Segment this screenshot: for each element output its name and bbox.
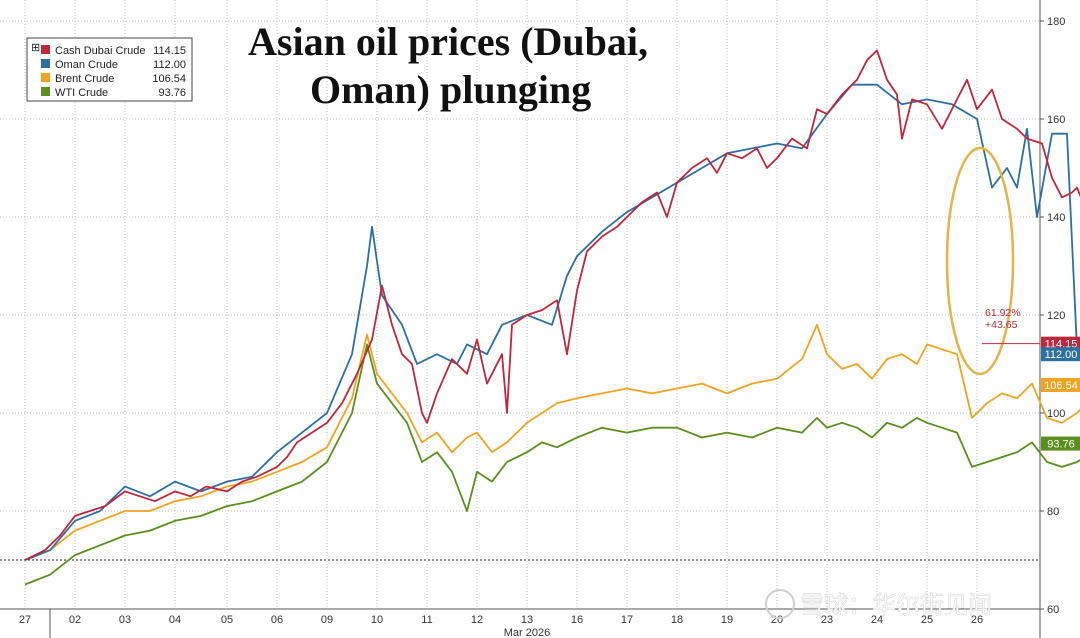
legend-series-name: Brent Crude — [55, 73, 114, 85]
x-tick-label: 27 — [19, 614, 31, 626]
last-value-tag: 106.54 — [1041, 377, 1080, 392]
x-tick-label: 06 — [271, 614, 283, 626]
legend-series-name: WTI Crude — [55, 87, 108, 99]
x-tick-label: 18 — [671, 614, 683, 626]
watermark-logo-icon — [765, 589, 795, 619]
y-tick-label: 60 — [1047, 604, 1059, 616]
y-tick-label: 120 — [1047, 310, 1065, 322]
highlight-ellipse — [945, 146, 1015, 376]
legend-swatch — [41, 59, 50, 68]
legend-swatch — [41, 87, 50, 96]
legend-swatch — [41, 45, 50, 54]
y-tick-label: 160 — [1047, 114, 1065, 126]
x-tick-label: 12 — [471, 614, 483, 626]
chart-decorations: 61.92%+43.65 — [945, 146, 1040, 376]
series-line-oman-crude — [24, 83, 1080, 561]
last-value-tag: 93.76 — [1041, 436, 1080, 451]
x-tick-label: 10 — [371, 614, 383, 626]
x-tick-label: 11 — [421, 614, 432, 626]
y-tick-label: 180 — [1047, 16, 1065, 28]
title-line: Oman) plunging — [310, 67, 591, 112]
y-tick-label: 140 — [1047, 212, 1065, 224]
x-tick-label: 25 — [921, 614, 933, 626]
x-tick-label: 19 — [721, 614, 733, 626]
annotation-text: 61.92% — [985, 307, 1021, 319]
x-tick-label: 13 — [521, 614, 533, 626]
tag-value: 106.54 — [1044, 380, 1078, 392]
series-line-brent-crude — [24, 323, 1080, 561]
annotation-text: +43.65 — [985, 319, 1018, 331]
x-tick-label: 05 — [221, 614, 233, 626]
tag-background — [1041, 377, 1080, 392]
x-tick-label: 26 — [971, 614, 983, 626]
tag-value: 112.00 — [1045, 349, 1078, 361]
tag-background — [1041, 336, 1080, 351]
series-line-cash-dubai-crude — [24, 49, 1080, 561]
legend-series-value: 112.00 — [153, 59, 186, 71]
x-tick-label: 04 — [169, 614, 181, 626]
tag-background — [1041, 436, 1080, 451]
y-tick-label: 80 — [1047, 506, 1059, 518]
x-tick-label: 03 — [119, 614, 131, 626]
legend: ⊞ Cash Dubai Crude 114.15 Oman Crude 112.00 B… — [26, 37, 193, 102]
series-lines — [24, 49, 1080, 586]
tag-background — [1041, 347, 1080, 362]
series-line-wti-crude — [24, 343, 1080, 586]
legend-series-value: 114.15 — [153, 45, 186, 57]
y-tick-label: 100 — [1047, 408, 1065, 420]
x-tick-label: 23 — [821, 614, 833, 626]
x-tick-label: 16 — [571, 614, 583, 626]
y-axis-ticks: 60 80 100 120 140 160 180 — [1040, 16, 1065, 616]
legend-swatch — [41, 73, 50, 82]
last-value-tag: 112.00 — [1041, 347, 1080, 362]
legend-box — [26, 37, 193, 102]
legend-series-value: 106.54 — [152, 73, 186, 85]
tag-value: 93.76 — [1047, 439, 1075, 451]
watermark-text: 雪球：华尔街见闻 — [800, 591, 992, 619]
x-tick-label: 24 — [871, 614, 883, 626]
chart-title: Asian oil prices (Dubai,Oman) plunging — [248, 19, 648, 112]
x-tick-label: 09 — [321, 614, 333, 626]
legend-series-name: Oman Crude — [55, 59, 118, 71]
legend-series-value: 93.76 — [158, 87, 186, 99]
legend-series-name: Cash Dubai Crude — [55, 45, 146, 57]
title-line: Asian oil prices (Dubai, — [248, 19, 648, 64]
x-axis-label: Mar 2026 — [504, 627, 550, 638]
watermark: 雪球：华尔街见闻 — [765, 589, 992, 619]
x-axis-ticks: 27 02 03 04 05 06 09 10 11 12 13 16 17 18 19 20 23 24 25 26… — [19, 614, 983, 638]
legend-toggle-icon: ⊞ — [31, 42, 40, 54]
x-tick-label: 02 — [69, 614, 81, 626]
gridlines — [0, 0, 1041, 638]
x-tick-label: 17 — [621, 614, 633, 626]
